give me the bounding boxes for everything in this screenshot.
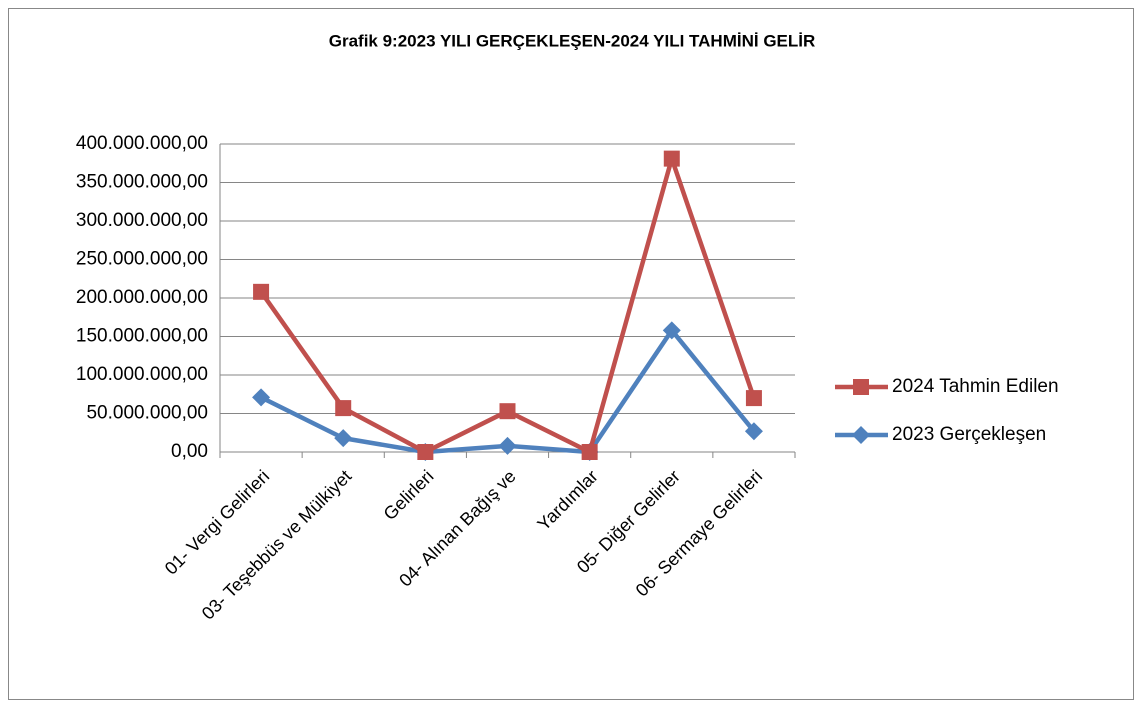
point	[663, 150, 680, 167]
point	[252, 388, 271, 407]
point	[581, 444, 598, 460]
legend-label: 2023 Gerçekleşen	[892, 424, 1046, 445]
legend-label: 2024 Tahmin Edilen	[892, 376, 1059, 397]
point	[499, 403, 516, 420]
point	[417, 444, 434, 460]
y-tick-label: 300.000.000,00	[76, 210, 208, 231]
legend-marker	[853, 379, 869, 395]
y-tick-label: 50.000.000,00	[86, 403, 208, 424]
point	[744, 422, 763, 441]
point	[335, 400, 352, 417]
y-tick-label: 200.000.000,00	[76, 287, 208, 308]
y-tick-label: 0,00	[171, 441, 208, 462]
y-tick-label: 150.000.000,00	[76, 326, 208, 347]
point	[253, 283, 270, 300]
legend-marker	[852, 426, 870, 444]
y-tick-label: 100.000.000,00	[76, 364, 208, 385]
point	[498, 436, 517, 455]
point	[334, 429, 353, 448]
y-tick-label: 350.000.000,00	[76, 172, 208, 193]
y-tick-label: 400.000.000,00	[76, 133, 208, 154]
point	[745, 390, 762, 407]
chart-border	[8, 8, 1134, 700]
y-tick-label: 250.000.000,00	[76, 249, 208, 270]
chart-title: Grafik 9:2023 YILI GERÇEKLEŞEN-2024 YILI…	[329, 31, 816, 50]
point	[662, 321, 681, 340]
